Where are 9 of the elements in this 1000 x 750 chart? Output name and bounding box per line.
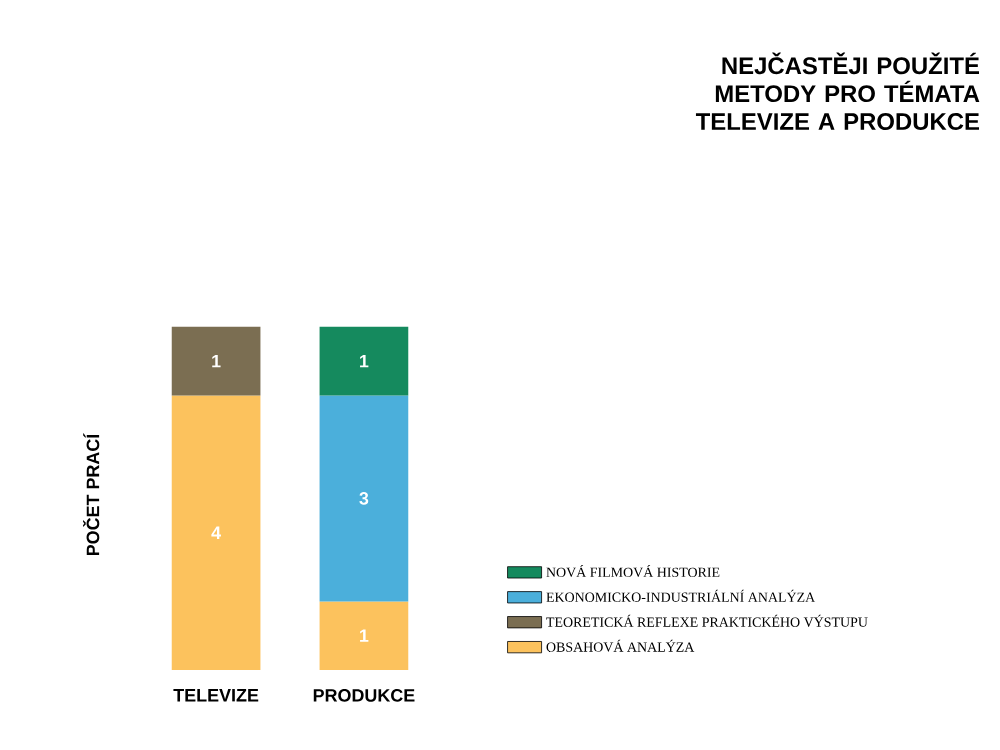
data-label: 4 [211,526,221,539]
x-tick-label: TELEVIZE [173,689,259,702]
data-label: 3 [359,492,369,505]
data-label: 1 [360,629,369,642]
data-label: 1 [360,355,369,368]
y-axis-title: POČET PRACÍ [83,433,100,556]
text: NEJČASTĚJI POUŽITÉ METODY PRO TÉMATA TELEVIZE A PRODUKCE [695,52,980,131]
x-tick-label: PRODUKCE [313,689,415,702]
data-label: 1 [212,355,221,368]
